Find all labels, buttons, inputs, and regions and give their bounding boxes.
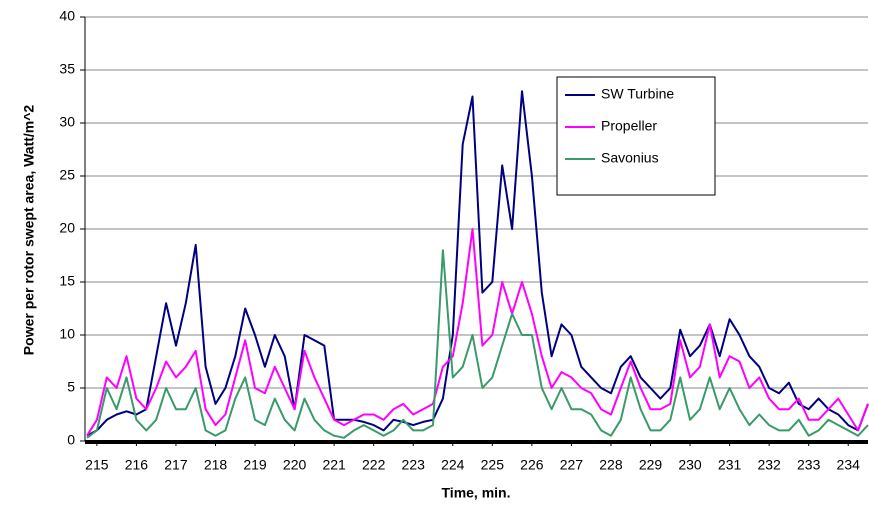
legend-label: Propeller	[601, 118, 657, 134]
x-tick-label: 219	[243, 457, 267, 473]
y-tick-label: 40	[59, 8, 75, 24]
y-tick-label: 35	[59, 61, 75, 77]
x-tick-label: 231	[718, 457, 742, 473]
legend-box	[556, 76, 716, 196]
y-tick-label: 20	[59, 220, 75, 236]
series-line	[86, 249, 869, 439]
y-tick-label: 5	[67, 379, 75, 395]
x-tick-label: 215	[85, 457, 109, 473]
x-tick-label: 220	[283, 457, 307, 473]
series-line	[86, 228, 869, 437]
series-line	[86, 90, 869, 437]
x-tick-label: 230	[678, 457, 702, 473]
x-tick-label: 224	[441, 457, 465, 473]
y-tick-label: 0	[67, 432, 75, 448]
x-tick-label: 221	[322, 457, 346, 473]
x-tick-label: 226	[520, 457, 544, 473]
x-tick-label: 222	[362, 457, 386, 473]
x-tick-label: 232	[757, 457, 781, 473]
x-tick-label: 218	[204, 457, 228, 473]
x-axis-label: Time, min.	[442, 485, 511, 501]
legend-label: Savonius	[601, 150, 659, 166]
legend-label: SW Turbine	[601, 86, 674, 102]
x-axis	[85, 440, 868, 444]
x-tick-label: 229	[639, 457, 663, 473]
y-tick-label: 10	[59, 326, 75, 342]
x-tick-label: 217	[164, 457, 188, 473]
y-tick-label: 25	[59, 167, 75, 183]
x-tick-label: 233	[797, 457, 821, 473]
x-tick-label: 225	[481, 457, 505, 473]
x-tick-label: 216	[125, 457, 149, 473]
x-tick-label: 228	[599, 457, 623, 473]
x-tick-label: 227	[560, 457, 584, 473]
x-tick-label: 234	[837, 457, 861, 473]
y-tick-label: 30	[59, 114, 75, 130]
y-axis-label: Power per rotor swept area, Watt/m^2	[21, 105, 37, 356]
y-tick-label: 15	[59, 273, 75, 289]
x-tick-label: 223	[402, 457, 426, 473]
